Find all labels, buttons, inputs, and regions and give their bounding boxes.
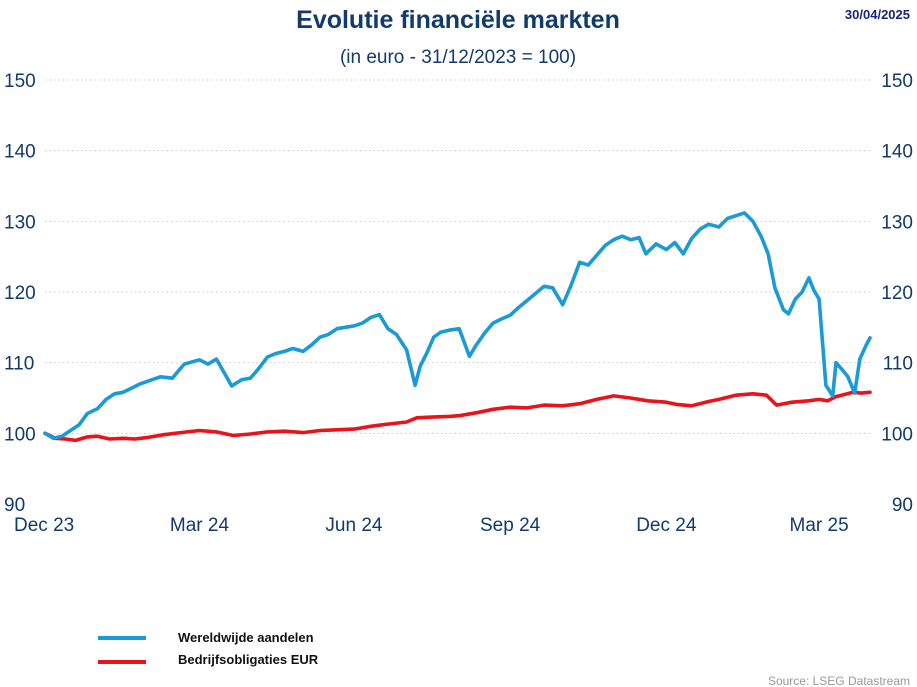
y-axis-right: 90 100 110 120 130 140 150 — [881, 71, 913, 516]
x-tick-dec-24: Dec 24 — [636, 515, 697, 536]
y-tick-left-110: 110 — [4, 354, 34, 375]
y-tick-left-100: 100 — [4, 424, 36, 445]
x-tick-jun-24: Jun 24 — [325, 515, 382, 536]
legend-label-bedrijfsobligaties: Bedrijfsobligaties EUR — [178, 652, 319, 667]
y-tick-left-140: 140 — [4, 142, 36, 163]
y-tick-right-90: 90 — [892, 495, 913, 516]
y-tick-right-130: 130 — [881, 212, 913, 233]
y-tick-left-150: 150 — [4, 71, 36, 92]
series-line-wereldwijde-aandelen — [43, 211, 872, 441]
y-tick-right-120: 120 — [881, 283, 913, 304]
date-stamp: 30/04/2025 — [845, 7, 910, 22]
y-tick-right-140: 140 — [881, 142, 913, 163]
y-tick-left-120: 120 — [4, 283, 36, 304]
chart-subtitle: (in euro - 31/12/2023 = 100) — [340, 47, 576, 68]
gridlines — [45, 79, 870, 434]
y-tick-left-90: 90 — [4, 495, 25, 516]
y-tick-left-130: 130 — [4, 212, 36, 233]
y-axis-left: 90 100 110 120 130 140 150 — [4, 71, 36, 516]
series-lines — [43, 211, 872, 443]
x-tick-mar-25: Mar 25 — [790, 515, 849, 536]
x-axis: Dec 23 Mar 24 Jun 24 Sep 24 Dec 24 Mar 25 — [14, 515, 849, 536]
x-tick-sep-24: Sep 24 — [480, 515, 541, 536]
legend-label-wereldwijde-aandelen: Wereldwijde aandelen — [178, 630, 314, 645]
series-line-bedrijfsobligaties-eur — [43, 390, 872, 443]
y-tick-right-110: 110 — [883, 354, 913, 375]
y-tick-right-150: 150 — [881, 71, 913, 92]
source-note: Source: LSEG Datastream — [768, 674, 910, 687]
x-tick-mar-24: Mar 24 — [170, 515, 230, 536]
y-tick-right-100: 100 — [881, 424, 913, 445]
legend: Wereldwijde aandelen Bedrijfsobligaties … — [98, 630, 319, 667]
chart-title: Evolutie financiële markten — [296, 6, 620, 34]
x-tick-dec-23: Dec 23 — [14, 515, 74, 536]
